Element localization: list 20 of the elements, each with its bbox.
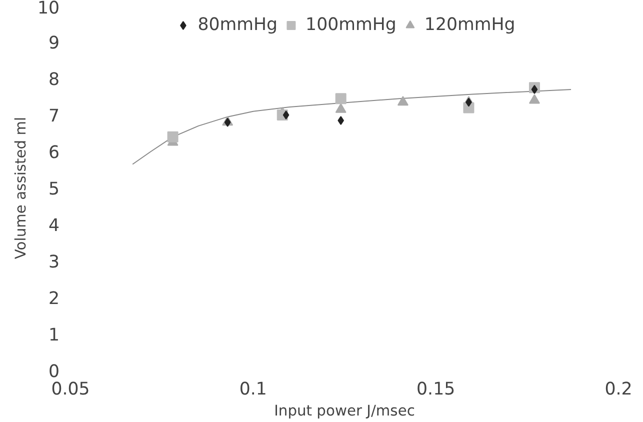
y-tick-label: 0: [48, 362, 60, 382]
x-tick-label: 0.2: [604, 380, 632, 400]
x-axis-title: Input power J/msec: [274, 402, 415, 420]
y-axis-title: Volume assisted ml: [12, 116, 30, 260]
legend-label: 120mmHg: [424, 15, 516, 35]
y-tick-label: 7: [48, 106, 60, 126]
y-tick-label: 1: [48, 326, 60, 346]
y-tick-label: 5: [48, 180, 60, 200]
y-tick-label: 10: [37, 0, 60, 18]
legend-label: 80mmHg: [198, 15, 278, 35]
x-tick-label: 0.15: [416, 380, 456, 400]
y-tick-label: 2: [48, 289, 60, 309]
x-tick-label: 0.1: [239, 380, 267, 400]
x-tick-label: 0.05: [51, 380, 90, 400]
y-tick-label: 9: [48, 34, 60, 54]
y-tick-label: 8: [48, 70, 60, 90]
legend-label: 100mmHg: [306, 15, 396, 35]
y-tick-label: 6: [48, 143, 60, 163]
y-tick-label: 3: [48, 252, 60, 272]
y-tick-label: 4: [48, 216, 60, 236]
